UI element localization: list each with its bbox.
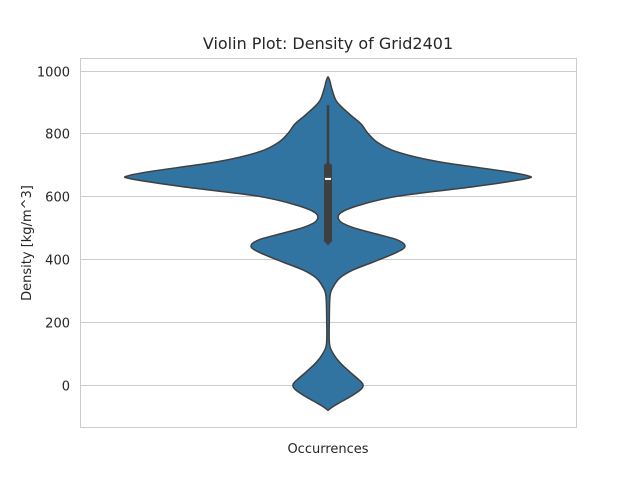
y-axis-label: Density [kg/m^3] [20, 185, 35, 301]
chart-title: Violin Plot: Density of Grid2401 [203, 34, 453, 53]
x-axis-label: Occurrences [287, 442, 368, 457]
plot-frame [80, 58, 577, 428]
box-plot [324, 105, 332, 245]
y-tick-label: 1000 [37, 66, 70, 81]
y-tick-label: 0 [62, 380, 70, 395]
y-tick-labels: 0 200 400 600 800 1000 [37, 66, 70, 395]
y-tick-label: 600 [45, 191, 70, 206]
iqr-box [324, 163, 332, 244]
y-tick-label: 800 [45, 128, 70, 143]
y-tick-label: 400 [45, 254, 70, 269]
y-tick-label: 200 [45, 317, 70, 332]
